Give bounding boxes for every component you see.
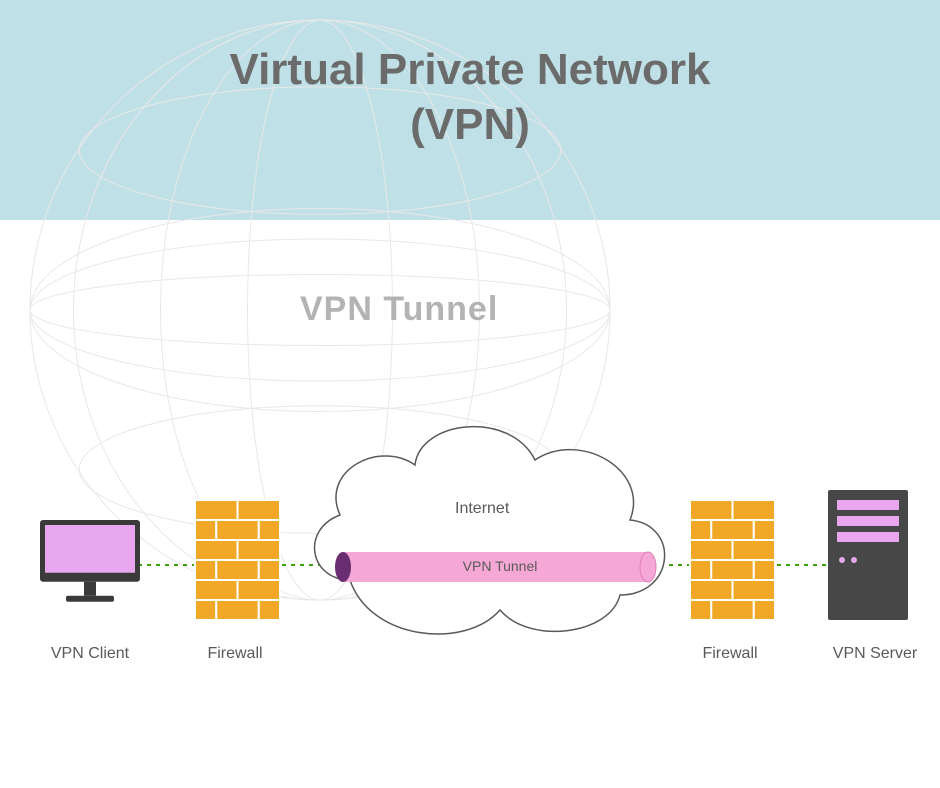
firewall-right-icon [690,500,775,620]
vpn-client-icon [40,520,140,602]
vpn-server-label: VPN Server [815,645,935,663]
firewall-left-label: Firewall [185,645,285,663]
firewall-left-icon [195,500,280,620]
diagram-svg [0,0,940,788]
vpn-client-label: VPN Client [30,645,150,663]
internet-cloud [315,427,665,634]
firewall-right-label: Firewall [680,645,780,663]
vpn-server-icon [828,490,908,620]
internet-label: Internet [455,500,509,518]
diagram-canvas: Virtual Private Network (VPN) VPN Tunnel… [0,0,940,788]
tunnel-label: VPN Tunnel [450,558,550,574]
